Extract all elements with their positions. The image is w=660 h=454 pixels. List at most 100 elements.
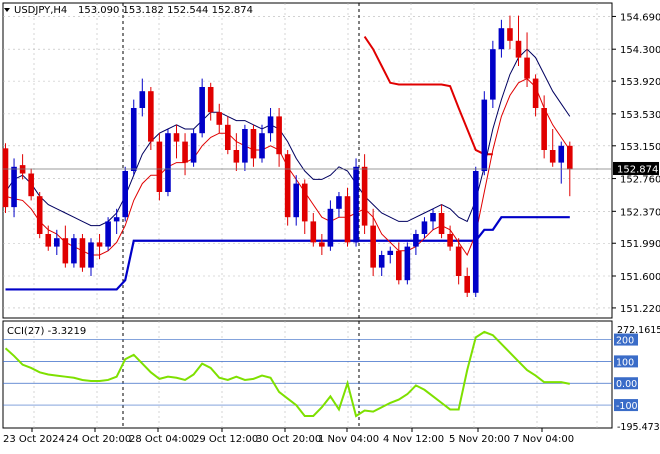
candle[interactable] [199, 78, 205, 138]
time-axis-label: 29 Oct 12:00 [193, 434, 258, 445]
time-axis-label: 24 Oct 20:00 [66, 434, 131, 445]
candle[interactable] [284, 150, 291, 226]
bear-candle-body [96, 242, 103, 247]
candle[interactable] [156, 133, 163, 201]
candle[interactable] [233, 133, 240, 171]
candle[interactable] [404, 242, 411, 285]
candle[interactable] [88, 238, 94, 276]
candle[interactable] [242, 124, 248, 171]
candle[interactable] [387, 246, 394, 264]
candle[interactable] [96, 234, 103, 260]
candle[interactable] [113, 208, 120, 234]
collapse-triangle-icon[interactable] [4, 8, 10, 12]
last-price-tag [613, 161, 659, 175]
candle[interactable] [276, 108, 282, 167]
cci-levels [3, 339, 612, 406]
bull-candle-body [267, 116, 274, 134]
candle[interactable] [105, 217, 111, 251]
candle[interactable] [396, 242, 402, 285]
candle[interactable] [130, 99, 137, 176]
candle[interactable] [182, 133, 188, 176]
candle[interactable] [301, 179, 308, 234]
candle[interactable] [507, 15, 513, 50]
candle[interactable] [413, 229, 419, 255]
candle[interactable] [2, 143, 9, 213]
candle[interactable] [430, 208, 436, 230]
candle[interactable] [319, 234, 325, 255]
candle[interactable] [148, 87, 154, 150]
last-price-label: 152.874 [617, 164, 658, 175]
cci-level-tag [614, 377, 638, 390]
candle[interactable] [464, 267, 470, 297]
candle[interactable] [344, 187, 351, 247]
bull-candle-body [498, 28, 505, 50]
candle[interactable] [259, 124, 265, 163]
candle[interactable] [498, 19, 505, 58]
candle[interactable] [79, 234, 86, 272]
candle[interactable] [353, 158, 359, 247]
bear-candle-body [319, 242, 325, 247]
candle[interactable] [472, 166, 479, 297]
candle[interactable] [71, 234, 77, 268]
candle[interactable] [421, 217, 428, 239]
cci-level-tag [614, 333, 638, 346]
candle[interactable] [122, 166, 128, 222]
bull-candle-body [378, 255, 385, 268]
candle[interactable] [481, 91, 488, 176]
bear-candle-body [541, 108, 547, 150]
bull-candle-body [259, 133, 265, 159]
candle[interactable] [336, 192, 342, 218]
candle[interactable] [532, 74, 539, 117]
bear-candle-body [455, 246, 462, 276]
candle[interactable] [216, 103, 223, 134]
bull-candle-body [113, 217, 120, 222]
bear-candle-body [156, 141, 163, 192]
bull-candle-body [199, 87, 205, 134]
candle[interactable] [361, 154, 368, 234]
price-tick-label: 151.600 [620, 272, 660, 283]
candle[interactable] [11, 158, 17, 218]
candle[interactable] [139, 78, 146, 117]
candle[interactable] [378, 250, 385, 276]
candle[interactable] [558, 141, 565, 184]
cci-tick-label: -100 [616, 401, 638, 412]
bear-candle-body [276, 116, 282, 155]
candle[interactable] [310, 213, 317, 247]
time-axis-label: 30 Oct 20:00 [256, 434, 321, 445]
candle[interactable] [549, 129, 556, 167]
candle[interactable] [515, 15, 522, 66]
candle[interactable] [455, 238, 462, 285]
candle[interactable] [370, 208, 376, 276]
bull-candle-body [490, 49, 496, 100]
bear-candle-body [284, 154, 291, 218]
candle[interactable] [541, 95, 547, 159]
candle[interactable] [524, 32, 530, 87]
cci-level-tag [614, 399, 638, 412]
candle[interactable] [267, 108, 274, 142]
bear-candle-body [524, 57, 530, 79]
candle[interactable] [28, 168, 34, 201]
candle[interactable] [250, 124, 257, 167]
bear-candle-body [361, 166, 368, 226]
candle[interactable] [173, 124, 180, 159]
candle[interactable] [293, 175, 299, 226]
candle[interactable] [54, 229, 60, 255]
bear-candle-body [464, 276, 470, 293]
candle[interactable] [36, 192, 43, 239]
candle[interactable] [225, 116, 231, 155]
candle[interactable] [62, 225, 69, 268]
candle[interactable] [447, 225, 453, 251]
bull-candle-body [242, 129, 248, 163]
candle[interactable] [438, 204, 445, 239]
candle[interactable] [45, 225, 52, 251]
bull-candle-body [353, 166, 359, 243]
candle[interactable] [165, 129, 171, 197]
candle[interactable] [207, 82, 214, 121]
bear-candle-body [36, 196, 43, 234]
candle[interactable] [490, 40, 496, 108]
candle[interactable] [327, 200, 334, 251]
candle[interactable] [190, 129, 197, 167]
bear-candle-body [62, 238, 69, 264]
